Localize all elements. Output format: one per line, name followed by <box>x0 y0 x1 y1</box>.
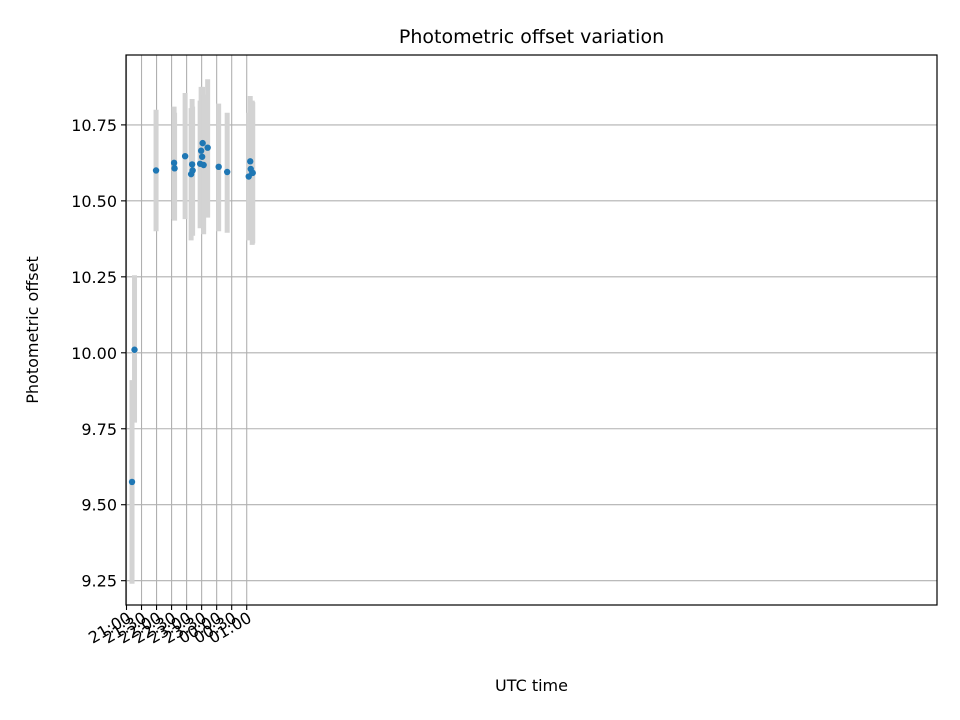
data-point <box>170 159 178 167</box>
y-tick-label: 10.25 <box>71 268 117 287</box>
y-tick-label: 9.25 <box>81 572 117 591</box>
y-axis-label: Photometric offset <box>23 256 42 404</box>
y-tick-label: 10.75 <box>71 116 117 135</box>
data-point <box>131 346 138 353</box>
data-point <box>199 139 206 147</box>
data-point <box>198 153 206 160</box>
y-tick-label: 10.00 <box>71 344 117 363</box>
data-point <box>171 165 178 172</box>
data-point <box>189 167 196 174</box>
y-axis-ticks: 9.25 9.50 9.75 10.00 10.25 10.50 10.75 <box>71 116 126 591</box>
data-point <box>181 152 189 160</box>
data-point <box>204 144 211 151</box>
y-tick-label: 10.50 <box>71 192 117 211</box>
chart-title: Photometric offset variation <box>399 26 664 48</box>
data-point <box>215 163 222 171</box>
plot-frame <box>125 54 938 606</box>
data-point <box>200 161 207 169</box>
data-point <box>188 161 196 168</box>
y-tick-label: 9.75 <box>81 420 117 439</box>
data-point <box>247 158 254 165</box>
data-point <box>223 168 231 176</box>
data-point <box>152 167 160 174</box>
data-point <box>128 478 136 486</box>
data-point <box>197 147 205 154</box>
y-tick-label: 9.50 <box>81 496 117 515</box>
data-point <box>249 169 256 177</box>
data-points <box>128 139 256 486</box>
x-axis-label: UTC time <box>495 676 568 695</box>
